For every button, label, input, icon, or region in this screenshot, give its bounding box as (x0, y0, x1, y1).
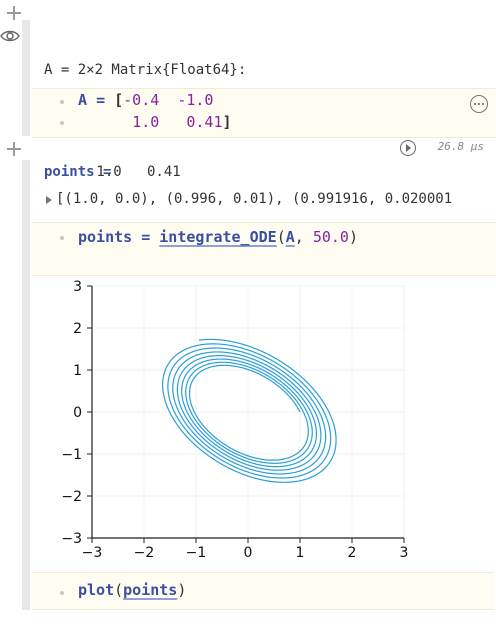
x-tick-label: 2 (348, 545, 357, 561)
y-tick-label: −1 (61, 447, 82, 463)
eye-icon[interactable] (0, 28, 20, 44)
x-tick-label: 3 (400, 545, 409, 561)
y-tick-label: 3 (73, 279, 82, 295)
line-marker (60, 236, 64, 240)
cell-1-code-line-1[interactable]: A = [-0.4 -1.0 (78, 91, 214, 109)
x-tick-label: −1 (186, 545, 207, 561)
line-marker (60, 121, 64, 125)
cell-menu-button[interactable] (470, 95, 488, 113)
y-tick-label: −2 (61, 489, 82, 505)
cell-3-code-editor[interactable] (32, 572, 494, 610)
line-marker (60, 100, 64, 104)
x-tick-label: 1 (296, 545, 305, 561)
cell-1-bar[interactable] (22, 20, 30, 136)
x-tick-label: 0 (244, 545, 253, 561)
cell-2-code-editor[interactable] (32, 222, 496, 276)
cell-1-code-editor[interactable] (32, 88, 496, 138)
run-cell-icon[interactable] (400, 140, 416, 156)
cell-2-output-label: points = (44, 164, 112, 180)
cell-3-code-line[interactable]: plot(points) (78, 581, 187, 599)
y-tick-label: 1 (73, 363, 82, 379)
add-cell-above-button[interactable] (7, 6, 21, 20)
phase-plot: −3 −2 −1 0 1 2 3 3 2 1 0 −1 −2 −3 (61, 279, 409, 561)
x-tick-label: −3 (82, 545, 103, 561)
expand-triangle-icon[interactable] (46, 196, 52, 204)
y-tick-label: −3 (61, 531, 82, 547)
matrix-title: A = 2×2 Matrix{Float64}: (44, 62, 247, 78)
matrix-row-2: 1.0 0.41 (88, 164, 181, 180)
y-tick-label: 2 (73, 321, 82, 337)
cell-2-output-preview[interactable]: [(1.0, 0.0), (0.996, 0.01), (0.991916, 0… (56, 191, 453, 207)
add-cell-button[interactable] (7, 142, 21, 156)
cell-1-code-line-2[interactable]: 1.0 0.41] (132, 113, 232, 131)
series-line-points (162, 338, 337, 483)
cell-3-bar[interactable] (22, 270, 30, 610)
run-timing: 26.8 μs (437, 140, 484, 153)
x-tick-label: −2 (134, 545, 155, 561)
cell-2-bar[interactable] (22, 160, 30, 278)
cell-2-code-line[interactable]: points = integrate_ODE(A, 50.0) (78, 228, 358, 246)
line-marker (60, 591, 64, 595)
y-tick-label: 0 (73, 405, 82, 421)
